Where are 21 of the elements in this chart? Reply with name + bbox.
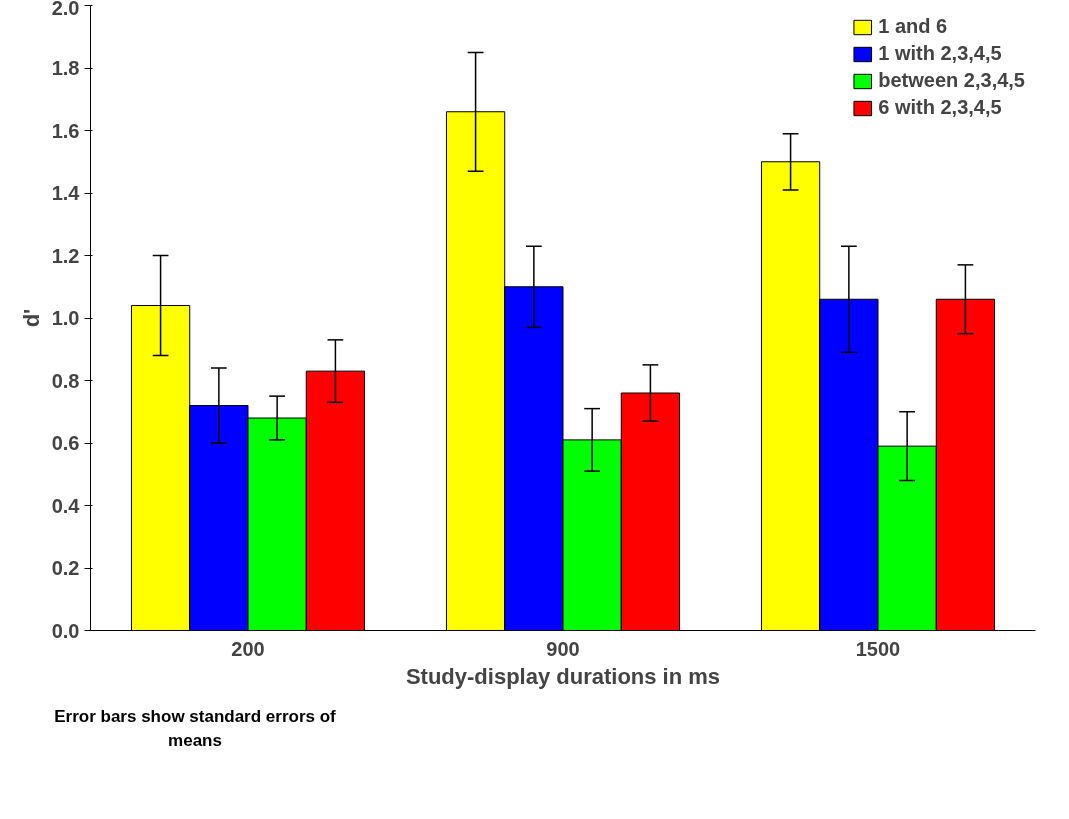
legend-label: between 2,3,4,5	[878, 69, 1025, 92]
y-axis-title: d'	[18, 308, 44, 328]
x-axis-title: Study-display durations in ms	[405, 663, 721, 689]
x-tick-label: 200	[231, 637, 265, 660]
legend-label: 1 with 2,3,4,5	[878, 42, 1002, 65]
legend-label: 1 and 6	[878, 15, 948, 38]
y-tick-label: 0.6	[51, 432, 80, 454]
text: Error bars show standard errors of means	[53, 706, 337, 753]
legend-label: 6 with 2,3,4,5	[878, 96, 1002, 119]
y-tick-label: 1.4	[51, 182, 81, 204]
y-tick-label: 1.2	[51, 244, 80, 267]
y-tick-label: 0.8	[51, 369, 80, 392]
y-tick-label: 0.4	[51, 494, 81, 517]
y-tick-label: 0.0	[51, 619, 80, 642]
y-tick-label: 1.6	[51, 119, 80, 142]
x-tick-label: 900	[546, 637, 580, 660]
y-tick-label: 1.0	[51, 307, 80, 329]
y-tick-label: 1.8	[51, 57, 80, 79]
y-tick-label: 0.2	[51, 557, 80, 579]
y-tick-label: 2.0	[51, 0, 80, 19]
x-tick-label: 1500	[855, 637, 901, 660]
